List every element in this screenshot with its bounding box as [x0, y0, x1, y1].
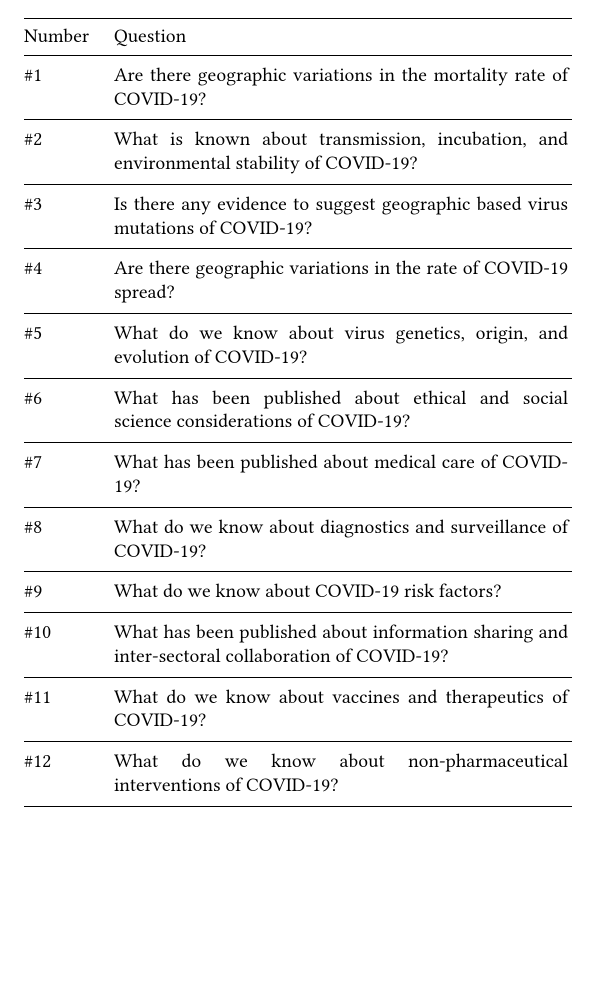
cell-question: What has been published about ethical an… — [114, 378, 572, 443]
cell-number: #8 — [24, 507, 114, 572]
header-question: Question — [114, 19, 572, 56]
cell-question: What do we know about non-pharmaceutical… — [114, 742, 572, 807]
table-row: #3 Is there any evidence to suggest geog… — [24, 184, 572, 249]
cell-question: What is known about transmission, incuba… — [114, 120, 572, 185]
cell-number: #9 — [24, 572, 114, 613]
cell-question: Are there geographic variations in the r… — [114, 249, 572, 314]
table-row: #9 What do we know about COVID-19 risk f… — [24, 572, 572, 613]
table-row: #10 What has been published about inform… — [24, 613, 572, 678]
cell-question: What has been published about informatio… — [114, 613, 572, 678]
cell-question: Are there geographic variations in the m… — [114, 55, 572, 120]
cell-number: #5 — [24, 314, 114, 379]
cell-number: #11 — [24, 677, 114, 742]
table-row: #6 What has been published about ethical… — [24, 378, 572, 443]
table-row: #4 Are there geographic variations in th… — [24, 249, 572, 314]
cell-question: What do we know about vaccines and thera… — [114, 677, 572, 742]
cell-question: What has been published about medical ca… — [114, 443, 572, 508]
cell-question: What do we know about COVID-19 risk fact… — [114, 572, 572, 613]
cell-number: #6 — [24, 378, 114, 443]
cell-number: #2 — [24, 120, 114, 185]
table-row: #5 What do we know about virus genetics,… — [24, 314, 572, 379]
cell-number: #1 — [24, 55, 114, 120]
cell-question: Is there any evidence to suggest geograp… — [114, 184, 572, 249]
cell-number: #7 — [24, 443, 114, 508]
cell-number: #3 — [24, 184, 114, 249]
cell-number: #10 — [24, 613, 114, 678]
table-row: #8 What do we know about diagnostics and… — [24, 507, 572, 572]
table-header-row: Number Question — [24, 19, 572, 56]
questions-table: Number Question #1 Are there geographic … — [24, 18, 572, 807]
table-row: #2 What is known about transmission, inc… — [24, 120, 572, 185]
table-row: #1 Are there geographic variations in th… — [24, 55, 572, 120]
table-row: #11 What do we know about vaccines and t… — [24, 677, 572, 742]
table-row: #7 What has been published about medical… — [24, 443, 572, 508]
table-row: #12 What do we know about non-pharmaceut… — [24, 742, 572, 807]
cell-number: #4 — [24, 249, 114, 314]
cell-question: What do we know about virus genetics, or… — [114, 314, 572, 379]
table-body: #1 Are there geographic variations in th… — [24, 55, 572, 806]
cell-number: #12 — [24, 742, 114, 807]
cell-question: What do we know about diagnostics and su… — [114, 507, 572, 572]
header-number: Number — [24, 19, 114, 56]
